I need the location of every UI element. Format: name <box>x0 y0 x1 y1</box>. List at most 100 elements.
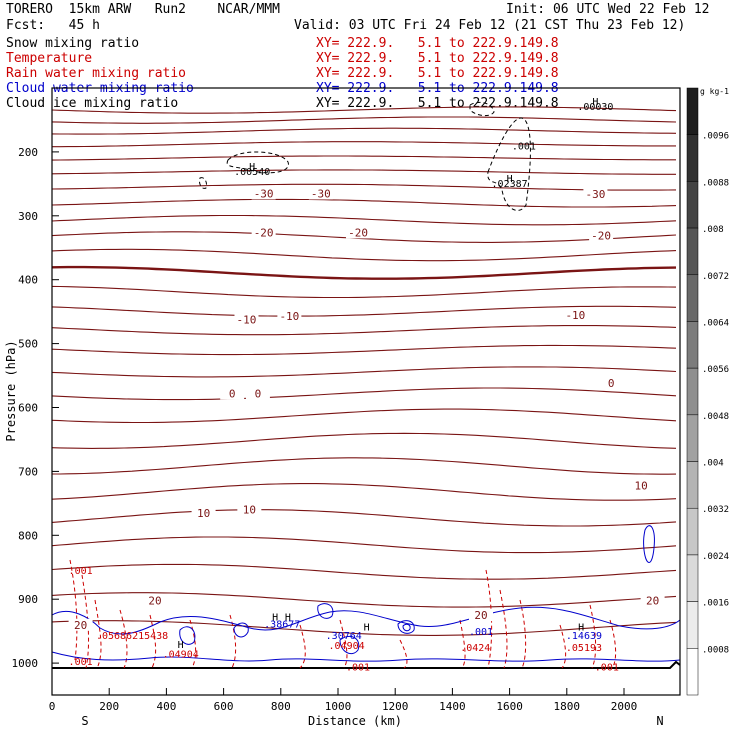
x-tick-label: 1000 <box>325 700 352 713</box>
isotherm-line <box>51 265 677 280</box>
temperature-label-bg <box>251 187 276 200</box>
cloud-ice-contour <box>199 177 207 189</box>
high-marker: H <box>285 612 291 623</box>
x-tick-label: 1600 <box>496 700 523 713</box>
rain-water-contour <box>399 639 408 669</box>
colorbar-segment <box>686 321 699 369</box>
colorbar-segment <box>686 227 699 276</box>
colorbar-tick-label: .0048 <box>702 412 729 422</box>
temperature-label-bg <box>346 226 371 239</box>
temperature-label: 10 <box>243 504 256 517</box>
temperature-label: 20 <box>74 619 87 632</box>
colorbar-tick-label: .0016 <box>702 599 729 609</box>
isotherm-line <box>51 408 677 424</box>
rain-water-contour <box>589 604 597 669</box>
high-marker: H <box>578 623 584 634</box>
temperature-label: -20 <box>591 230 611 243</box>
colorbar-unit: g kg-1 <box>700 87 729 96</box>
temperature-label-bg <box>142 594 167 607</box>
maximum-value-label: .00030 <box>577 102 613 113</box>
maximum-value-label: .0424 <box>460 643 490 654</box>
cloud-water-contour <box>397 620 415 634</box>
isotherm-line <box>51 563 677 580</box>
isotherm-line <box>51 483 677 501</box>
high-marker: H <box>364 623 370 634</box>
temperature-label: -10 <box>237 313 257 326</box>
colorbar-tick-label: .0024 <box>702 552 729 562</box>
isotherm-line <box>51 325 677 336</box>
temperature-label-bg <box>237 503 262 516</box>
colorbar-segment <box>686 181 699 229</box>
temperature-label: 20 <box>474 609 487 622</box>
colorbar-tick-label: .004 <box>702 459 724 469</box>
cloud-water-contour <box>51 651 681 662</box>
temperature-label: 20 <box>148 594 161 607</box>
isotherm-line <box>51 592 677 608</box>
temperature-label-bg <box>245 387 270 400</box>
colorbar-tick-label: .0096 <box>702 132 729 142</box>
y-tick-label: 500 <box>18 338 38 351</box>
colorbar-segment <box>686 554 699 602</box>
y-tick-label: 900 <box>18 593 38 606</box>
cloud-ice-contour <box>487 117 531 211</box>
legend-rain-xy: XY= 222.9. 5.1 to 222.9.149.8 <box>316 66 559 81</box>
colorbar-segment <box>686 367 699 416</box>
rain-water-contour <box>459 619 466 669</box>
maximum-value-label: .001 <box>469 627 493 638</box>
temperature-label: 20 <box>646 594 659 607</box>
maximum-value-label: .00540 <box>234 167 270 178</box>
temperature-label-bg <box>583 188 608 201</box>
cloud-ice-contour <box>469 101 495 117</box>
x-tick-label: 2000 <box>611 700 638 713</box>
temperature-label-bg <box>251 226 276 239</box>
high-marker: H <box>249 162 255 173</box>
maximum-value-label: .05686215438 <box>96 631 168 642</box>
temperature-label-bg <box>599 377 624 390</box>
high-marker: H <box>592 97 598 108</box>
cloud-ice-contour <box>226 151 289 174</box>
temperature-label-bg <box>220 387 245 400</box>
south-end-label: S <box>81 714 88 728</box>
high-marker: H <box>178 640 184 651</box>
colorbar-segment <box>686 648 699 696</box>
temperature-label-bg <box>469 609 493 622</box>
colorbar-segment <box>686 414 699 462</box>
isotherm-line <box>51 432 677 449</box>
temperature-label-bg <box>191 506 216 519</box>
isotherm-line <box>51 536 677 554</box>
y-tick-label: 300 <box>18 210 38 223</box>
y-axis-label: Pressure (hPa) <box>4 340 18 441</box>
temperature-label: -30 <box>585 188 605 201</box>
x-tick-label: 1400 <box>439 700 466 713</box>
rain-water-contour <box>339 619 348 669</box>
maximum-value-label: .04904 <box>163 650 199 661</box>
cloud-water-contour <box>317 603 334 619</box>
maximum-value-label: .02387 <box>492 179 528 190</box>
maximum-value-label: .001 <box>346 662 370 673</box>
rain-water-contour <box>229 614 237 669</box>
x-tick-label: 600 <box>214 700 234 713</box>
temperature-label: -20 <box>254 226 274 239</box>
colorbar-tick-label: .008 <box>702 225 724 235</box>
isotherm-line <box>51 366 677 378</box>
isotherm-line <box>51 116 677 124</box>
temperature-label: 10 <box>197 507 210 520</box>
temperature-label-bg <box>234 313 259 326</box>
x-axis-label: Distance (km) <box>308 714 402 728</box>
forecast-hour: Fcst: 45 h <box>6 18 100 33</box>
maximum-value-label: .001 <box>512 142 536 153</box>
y-tick-label: 600 <box>18 402 38 415</box>
axes: 0 200 400 600 800 1000 1200 1400 1600 1800 2000200… <box>12 146 638 713</box>
colorbar-segment <box>686 601 699 649</box>
isotherm-line <box>51 344 677 356</box>
legend-temperature-label: Temperature <box>6 51 93 66</box>
temperature-label: 0 <box>608 377 615 390</box>
cloud-water-contour <box>402 623 411 632</box>
colorbar-tick-label: .0056 <box>702 365 729 375</box>
legend-snow-label: Snow mixing ratio <box>6 36 140 51</box>
valid-time: Valid: 03 UTC Fri 24 Feb 12 (21 CST Thu … <box>294 18 686 33</box>
isotherm-line <box>51 305 677 317</box>
rain-water-contour <box>499 589 508 669</box>
y-tick-label: 1000 <box>12 657 39 670</box>
